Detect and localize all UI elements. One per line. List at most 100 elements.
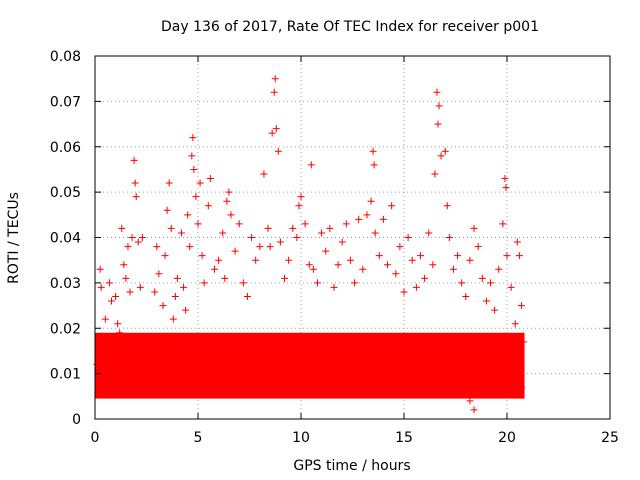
data-point	[470, 224, 478, 232]
data-point	[243, 292, 251, 300]
x-tick-label: 5	[194, 430, 203, 446]
data-point	[318, 383, 326, 391]
data-point	[194, 220, 202, 228]
data-point	[136, 283, 144, 291]
data-point	[443, 202, 451, 210]
data-point	[517, 383, 525, 391]
data-point	[454, 252, 462, 260]
y-tick-labels: 0 0.01 0.02 0.03 0.04 0.05 0.06 0.07 0.08	[50, 49, 81, 428]
data-point	[513, 238, 521, 246]
data-point	[165, 179, 173, 187]
data-point	[157, 383, 165, 391]
data-point	[416, 252, 424, 260]
data-point	[110, 365, 118, 373]
data-point	[116, 329, 124, 337]
x-tick-label: 15	[395, 430, 413, 446]
data-point	[363, 211, 371, 219]
data-point	[266, 243, 274, 251]
x-tick-label: 10	[292, 430, 310, 446]
data-point	[270, 88, 278, 96]
data-point	[495, 379, 503, 387]
data-point	[408, 256, 416, 264]
data-point	[416, 379, 424, 387]
data-point	[134, 238, 142, 246]
data-point	[305, 261, 313, 269]
x-tick-label: 0	[91, 430, 100, 446]
data-point	[196, 179, 204, 187]
data-point	[499, 220, 507, 228]
data-point	[435, 102, 443, 110]
data-point	[466, 256, 474, 264]
data-points	[93, 75, 527, 414]
data-point	[112, 292, 120, 300]
data-point	[295, 202, 303, 210]
data-point	[235, 220, 243, 228]
data-point	[470, 406, 478, 414]
data-point	[318, 229, 326, 237]
data-point	[445, 234, 453, 241]
grid-lines	[95, 56, 610, 419]
data-point	[313, 279, 321, 287]
data-point	[454, 374, 462, 382]
data-point	[210, 265, 218, 273]
chart-title: Day 136 of 2017, Rate Of TEC Index for r…	[161, 19, 539, 35]
data-point	[264, 224, 272, 232]
x-tick-label: 25	[601, 430, 619, 446]
data-point	[243, 383, 251, 391]
y-tick-label: 0.06	[50, 140, 81, 156]
x-tick-label: 20	[498, 430, 516, 446]
data-point	[103, 347, 111, 355]
data-point	[330, 374, 338, 382]
data-point	[248, 234, 256, 241]
data-point	[289, 224, 297, 232]
data-point	[371, 229, 379, 237]
data-point	[268, 383, 276, 391]
data-point	[297, 193, 305, 201]
data-point	[192, 193, 200, 201]
data-point	[219, 229, 227, 237]
dense-data-band	[95, 332, 525, 399]
data-point	[495, 265, 503, 273]
data-point	[231, 388, 239, 396]
data-point	[276, 238, 284, 246]
data-point	[95, 333, 103, 341]
data-point	[124, 243, 132, 251]
data-point	[151, 288, 159, 296]
data-point	[184, 211, 192, 219]
data-point	[433, 88, 441, 96]
y-tick-label: 0.05	[50, 185, 81, 201]
data-point	[330, 283, 338, 291]
data-point	[200, 279, 208, 287]
data-point	[118, 224, 126, 232]
data-point	[367, 388, 375, 396]
data-point	[293, 234, 301, 241]
data-point	[367, 197, 375, 205]
data-point	[478, 274, 486, 282]
data-point	[400, 288, 408, 296]
data-point	[94, 388, 102, 396]
data-point	[188, 152, 196, 160]
data-point	[122, 274, 130, 282]
data-point	[342, 388, 350, 396]
data-point	[437, 152, 445, 160]
data-point	[482, 388, 490, 396]
data-point	[180, 283, 188, 291]
data-point	[434, 120, 442, 128]
data-point	[458, 279, 466, 287]
data-point	[429, 261, 437, 269]
data-point	[132, 193, 140, 201]
data-point	[239, 279, 247, 287]
data-point	[96, 265, 104, 273]
data-point	[252, 256, 260, 264]
y-axis-label: ROTI / TECUs	[6, 192, 22, 284]
data-point	[189, 134, 197, 142]
data-point	[114, 374, 122, 382]
data-point	[491, 306, 499, 314]
y-tick-label: 0.04	[50, 231, 81, 247]
y-tick-label: 0	[72, 412, 81, 428]
data-point	[215, 256, 223, 264]
data-point	[396, 243, 404, 251]
data-point	[178, 229, 186, 237]
data-point	[369, 147, 377, 155]
